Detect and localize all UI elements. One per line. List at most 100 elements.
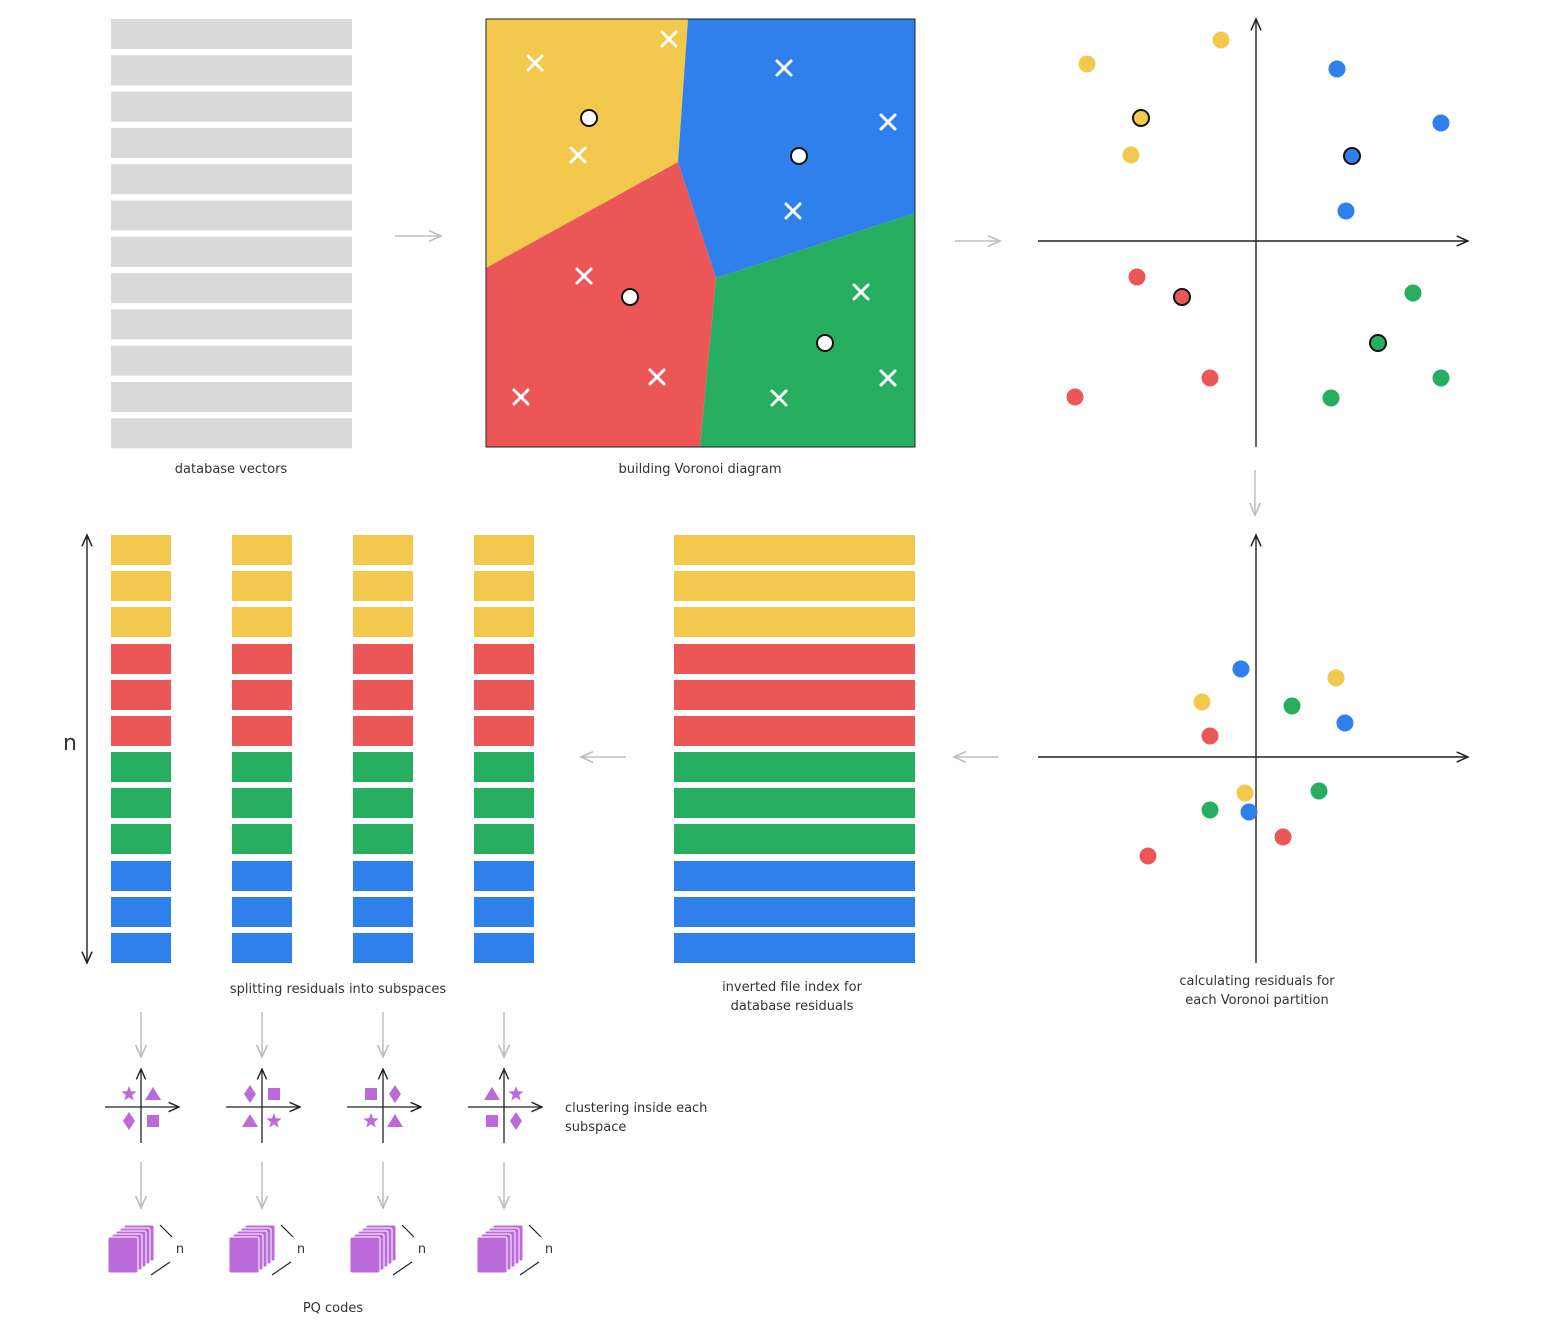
voronoi-point-cross — [770, 389, 788, 407]
residual-point-blue — [1336, 714, 1354, 732]
subspace-bar-red — [111, 644, 171, 674]
ivf-bar-green — [674, 752, 915, 782]
scatter-centroid-blue — [1343, 147, 1361, 165]
label-voronoi: building Voronoi diagram — [618, 462, 782, 477]
subspace-bar-yellow — [232, 607, 292, 637]
subspace-down-arrows — [141, 1012, 504, 1208]
pq-dimension-tick — [519, 1261, 540, 1276]
pq-dimension-tick — [401, 1224, 415, 1238]
voronoi-point-cross — [512, 388, 530, 406]
subspace-bar-red — [111, 680, 171, 710]
subspace-bar-yellow — [232, 535, 292, 565]
subspace-clusters — [105, 1069, 542, 1143]
subspace-bar-blue — [232, 897, 292, 927]
pq-dimension-tick — [528, 1224, 542, 1238]
diamond-icon — [123, 1112, 135, 1130]
scatter-point-green — [1322, 389, 1340, 407]
database-vectors-stack — [111, 19, 352, 449]
database-vector-bar — [111, 382, 352, 412]
database-vector-bar — [111, 19, 352, 49]
residual-point-blue — [1232, 660, 1250, 678]
label-pq-n-1: n — [175, 1242, 185, 1257]
voronoi-point-cross — [879, 113, 897, 131]
voronoi-point-cross — [879, 369, 897, 387]
star-icon — [266, 1113, 282, 1128]
subspace-bar-green — [353, 752, 413, 782]
label-pq-n-4: n — [544, 1242, 554, 1257]
residual-point-yellow — [1193, 693, 1211, 711]
ivf-bar-blue — [674, 897, 915, 927]
residual-point-green — [1310, 782, 1328, 800]
centroid-scatter-plot — [1038, 19, 1468, 447]
voronoi-point-cross — [569, 146, 587, 164]
pq-code-layer — [107, 1236, 139, 1274]
subspace-bar-green — [232, 752, 292, 782]
voronoi-frame — [485, 18, 916, 448]
label-n-axis: n — [63, 731, 77, 756]
scatter-point-green — [1404, 284, 1422, 302]
subspace-bar-red — [111, 716, 171, 746]
subspace-cluster-4 — [468, 1069, 542, 1143]
subspace-bar-red — [474, 680, 534, 710]
pq-code-stack-1 — [107, 1224, 173, 1276]
subspace-bar-blue — [232, 933, 292, 963]
pq-dimension-tick — [392, 1261, 413, 1276]
subspace-bar-green — [474, 752, 534, 782]
square-icon — [147, 1115, 159, 1127]
star-icon — [363, 1113, 379, 1128]
subspace-bar-green — [353, 824, 413, 854]
triangle-icon — [242, 1114, 258, 1127]
residuals-scatter-plot — [1038, 535, 1468, 963]
subspace-bar-blue — [474, 933, 534, 963]
voronoi-region-yellow — [486, 19, 688, 268]
ivf-bar-blue — [674, 933, 915, 963]
voronoi-centroid — [621, 288, 639, 306]
residual-point-green — [1283, 697, 1301, 715]
subspace-bar-blue — [111, 933, 171, 963]
subspace-bar-green — [353, 788, 413, 818]
subspace-bar-red — [353, 644, 413, 674]
database-vector-bar — [111, 164, 352, 195]
label-clustering: clustering inside each subspace — [565, 1101, 708, 1135]
pq-code-layer — [228, 1236, 260, 1274]
diamond-icon — [244, 1085, 256, 1103]
subspace-column-1 — [111, 535, 171, 963]
ivf-bar-red — [674, 716, 915, 746]
ivf-bar-green — [674, 824, 915, 854]
subspace-bar-red — [232, 644, 292, 674]
subspace-cluster-3 — [347, 1069, 421, 1143]
subspace-bar-blue — [111, 897, 171, 927]
pq-dimension-tick — [159, 1224, 173, 1238]
subspace-cluster-2 — [226, 1069, 300, 1143]
subspace-cluster-1 — [105, 1069, 179, 1143]
database-vector-bar — [111, 91, 352, 122]
scatter-point-yellow — [1122, 146, 1140, 164]
label-inverted-index: inverted file index for database residua… — [722, 980, 862, 1014]
pq-code-stack-3 — [349, 1224, 415, 1276]
subspace-column-3 — [353, 535, 413, 963]
label-pq-n-3: n — [417, 1242, 427, 1257]
voronoi-centroid — [580, 109, 598, 127]
subspace-columns — [111, 535, 534, 963]
label-pq-codes: PQ codes — [302, 1301, 364, 1316]
subspace-bar-green — [474, 824, 534, 854]
scatter-point-red — [1066, 388, 1084, 406]
scatter-point-yellow — [1078, 55, 1096, 73]
subspace-bar-green — [111, 788, 171, 818]
subspace-bar-green — [232, 824, 292, 854]
scatter-centroid-red — [1173, 288, 1191, 306]
pq-code-layer — [349, 1236, 381, 1274]
subspace-bar-yellow — [353, 535, 413, 565]
voronoi-point-cross — [784, 202, 802, 220]
subspace-bar-blue — [474, 897, 534, 927]
voronoi-centroid — [816, 334, 834, 352]
triangle-icon — [484, 1087, 500, 1100]
subspace-bar-red — [353, 716, 413, 746]
scatter-point-blue — [1432, 114, 1450, 132]
ivf-bar-yellow — [674, 607, 915, 637]
subspace-bar-red — [353, 680, 413, 710]
residual-point-red — [1201, 727, 1219, 745]
ivf-bar-yellow — [674, 535, 915, 565]
voronoi-point-cross — [775, 59, 793, 77]
subspace-bar-green — [111, 824, 171, 854]
